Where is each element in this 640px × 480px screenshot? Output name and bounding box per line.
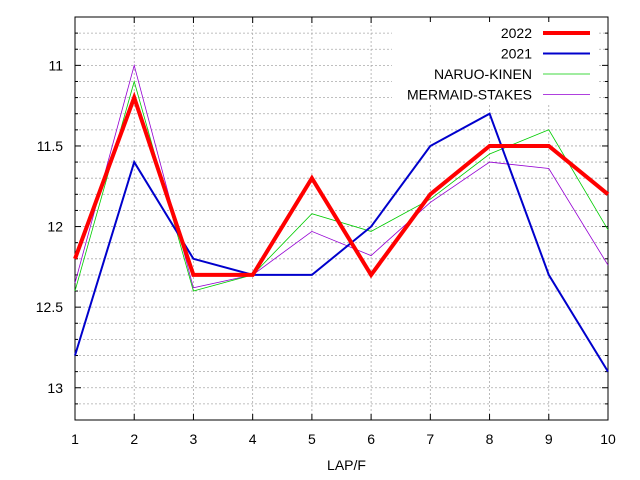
x-tick-label: 7 bbox=[426, 431, 434, 447]
legend-label: 2021 bbox=[501, 46, 532, 62]
legend-label: 2022 bbox=[501, 25, 532, 41]
series-group bbox=[73, 63, 610, 373]
x-tick-label: 8 bbox=[486, 431, 494, 447]
x-tick-label: 6 bbox=[367, 431, 375, 447]
y-tick-label: 12 bbox=[47, 219, 63, 235]
legend: 2022 2021 NARUO-KINEN MERMAID-STAKES bbox=[392, 22, 598, 104]
series-line-naruo-kinen bbox=[74, 80, 609, 292]
y-tick-label: 13 bbox=[47, 380, 63, 396]
x-axis-label: LAP/F bbox=[327, 457, 366, 473]
x-tick-label: 5 bbox=[308, 431, 316, 447]
legend-label: NARUO-KINEN bbox=[434, 66, 532, 82]
y-tick-label: 12.5 bbox=[36, 299, 63, 315]
y-tick-label: 11 bbox=[48, 57, 63, 73]
x-tick-label: 1 bbox=[71, 431, 79, 447]
series-line-2022 bbox=[73, 91, 610, 279]
x-tick-label: 3 bbox=[190, 431, 198, 447]
x-tick-label: 4 bbox=[249, 431, 257, 447]
y-tick-label: 11.5 bbox=[37, 138, 63, 154]
x-tick-label: 2 bbox=[130, 431, 138, 447]
x-tick-label: 9 bbox=[545, 431, 553, 447]
plot-frame bbox=[74, 16, 609, 421]
legend-label: MERMAID-STAKES bbox=[407, 87, 532, 103]
x-tick-label: 10 bbox=[600, 431, 616, 447]
series-line-mermaid-stakes bbox=[74, 63, 609, 289]
series-line-2021 bbox=[74, 112, 609, 373]
legend-background bbox=[392, 22, 598, 104]
